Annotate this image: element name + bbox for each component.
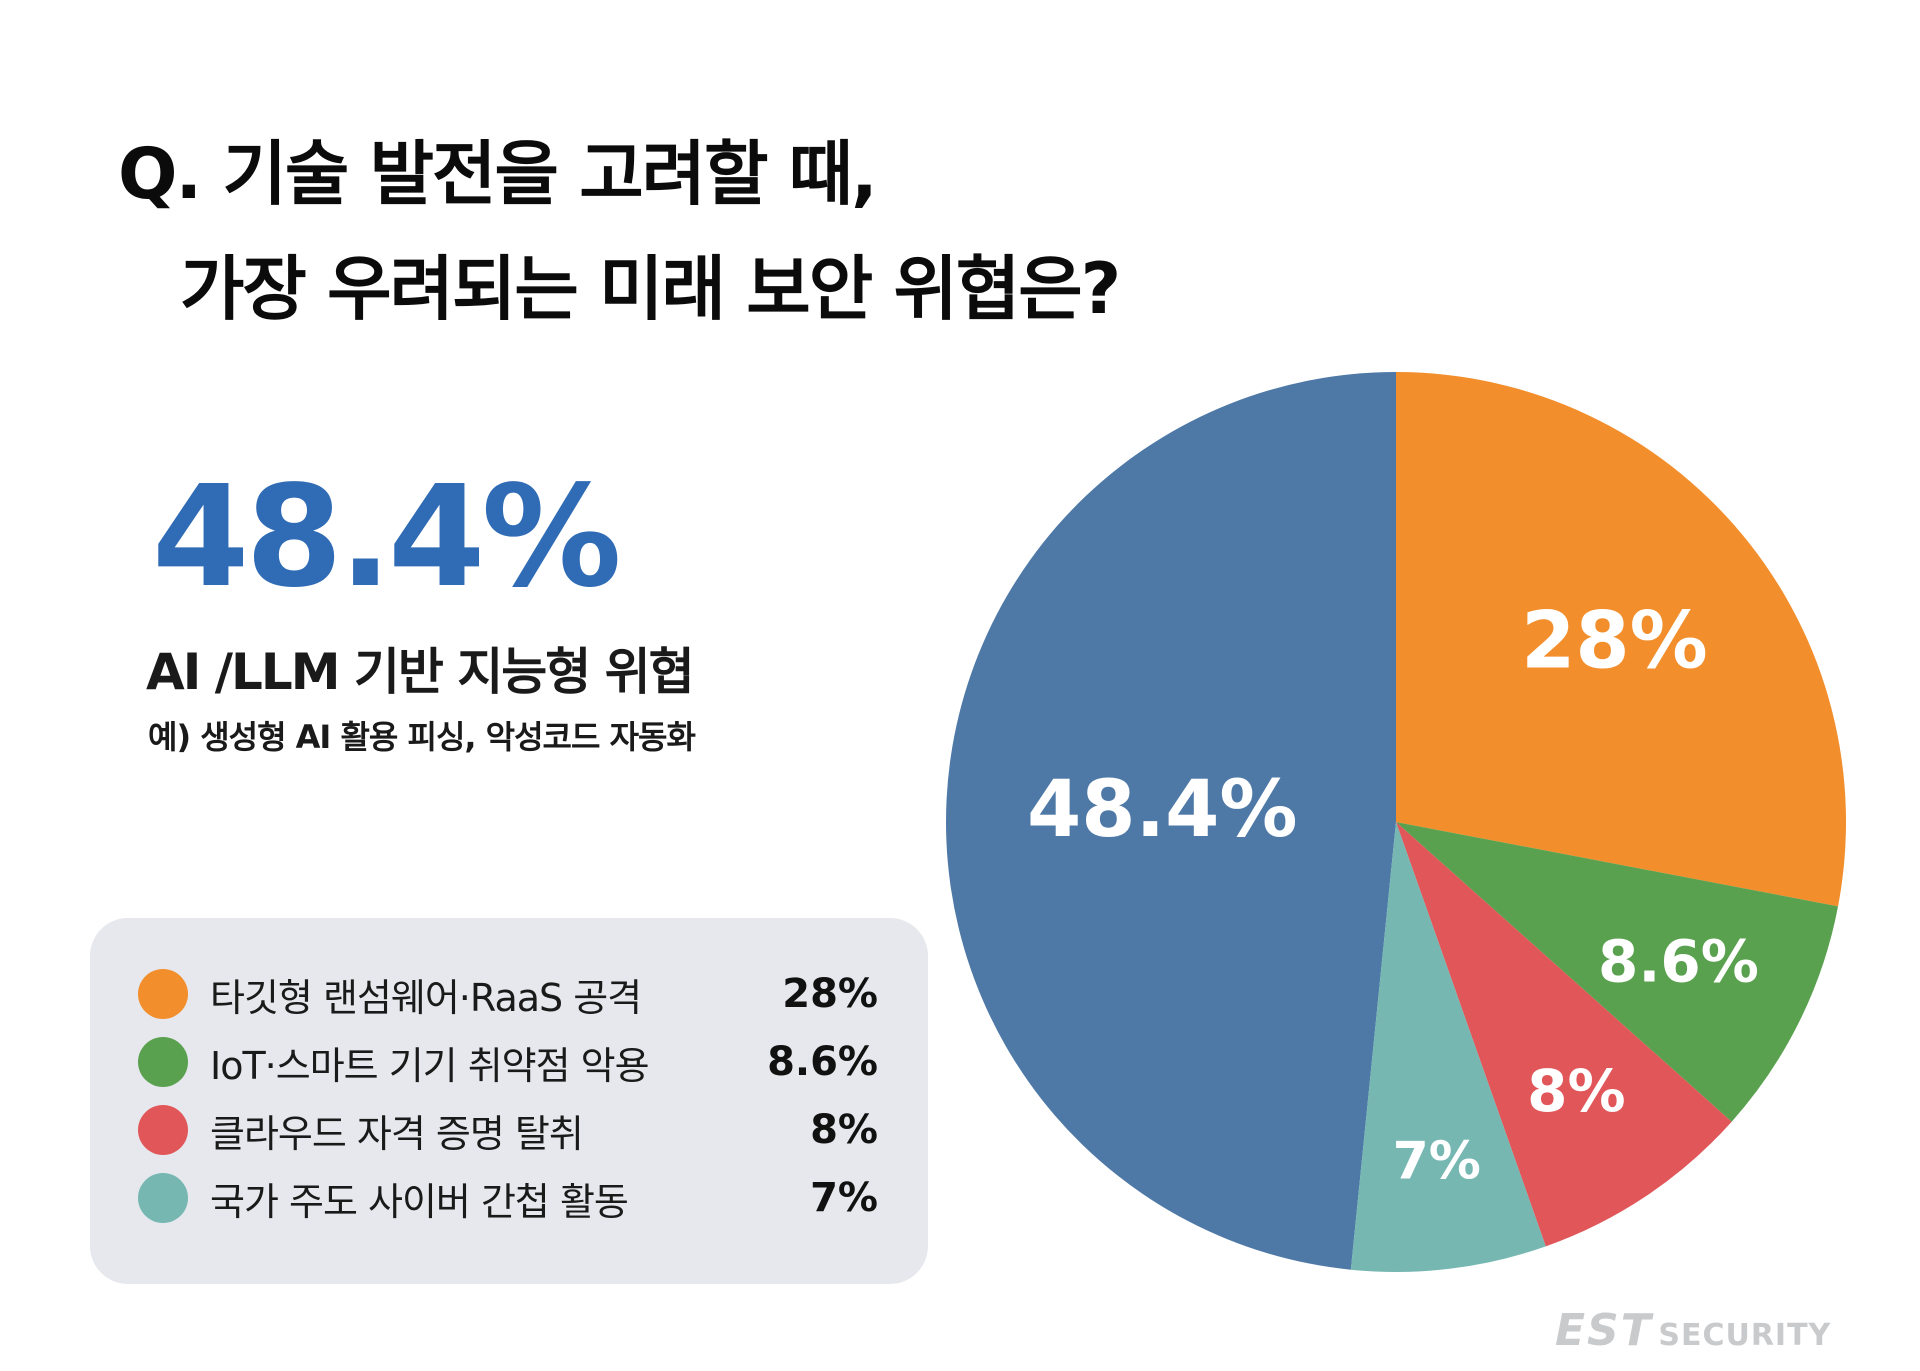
legend-value: 28% <box>782 971 878 1017</box>
legend-swatch <box>138 1173 188 1223</box>
chart-title-line-2: 가장 우려되는 미래 보안 위협은? <box>180 248 1121 330</box>
legend-value: 8.6% <box>767 1039 878 1085</box>
pie-slice <box>1396 822 1839 1122</box>
legend-item: 클라우드 자격 증명 탈취 8% <box>138 1102 878 1158</box>
legend-swatch <box>138 969 188 1019</box>
pie-slice-label: 8% <box>1527 1057 1625 1125</box>
legend: 타깃형 랜섬웨어·RaaS 공격 28% IoT·스마트 기기 취약점 악용 8… <box>90 918 928 1284</box>
legend-label: 국가 주도 사이버 간첩 활동 <box>210 1179 629 1224</box>
pie-slice-label: 28% <box>1521 596 1708 686</box>
pie-slice-label: 8.6% <box>1598 927 1759 995</box>
logo: EST SECURITY <box>1555 1305 1831 1356</box>
pie-slice <box>1396 372 1847 907</box>
logo-est: EST <box>1555 1305 1653 1356</box>
legend-value: 7% <box>810 1175 878 1221</box>
highlight-value: 48.4% <box>152 456 622 619</box>
legend-label: IoT·스마트 기기 취약점 악용 <box>210 1043 650 1088</box>
logo-security: SECURITY <box>1658 1318 1832 1353</box>
legend-swatch <box>138 1037 188 1087</box>
legend-label: 타깃형 랜섬웨어·RaaS 공격 <box>210 975 642 1020</box>
pie-slice-label: 7% <box>1393 1132 1481 1192</box>
pie-slice <box>946 372 1396 1270</box>
legend-item: IoT·스마트 기기 취약점 악용 8.6% <box>138 1034 878 1090</box>
highlight-label: AI /LLM 기반 지능형 위협 <box>146 643 695 701</box>
legend-item: 국가 주도 사이버 간첩 활동 7% <box>138 1170 878 1226</box>
highlight-example: 예) 생성형 AI 활용 피싱, 악성코드 자동화 <box>148 718 696 756</box>
legend-item: 타깃형 랜섬웨어·RaaS 공격 28% <box>138 966 878 1022</box>
pie-slice <box>1396 822 1732 1247</box>
legend-label: 클라우드 자격 증명 탈취 <box>210 1111 584 1156</box>
legend-swatch <box>138 1105 188 1155</box>
chart-title-line-1: Q. 기술 발전을 고려할 때, <box>118 133 878 215</box>
legend-value: 8% <box>810 1107 878 1153</box>
pie-slice-label: 48.4% <box>1027 765 1298 855</box>
pie-slice <box>1350 822 1546 1272</box>
